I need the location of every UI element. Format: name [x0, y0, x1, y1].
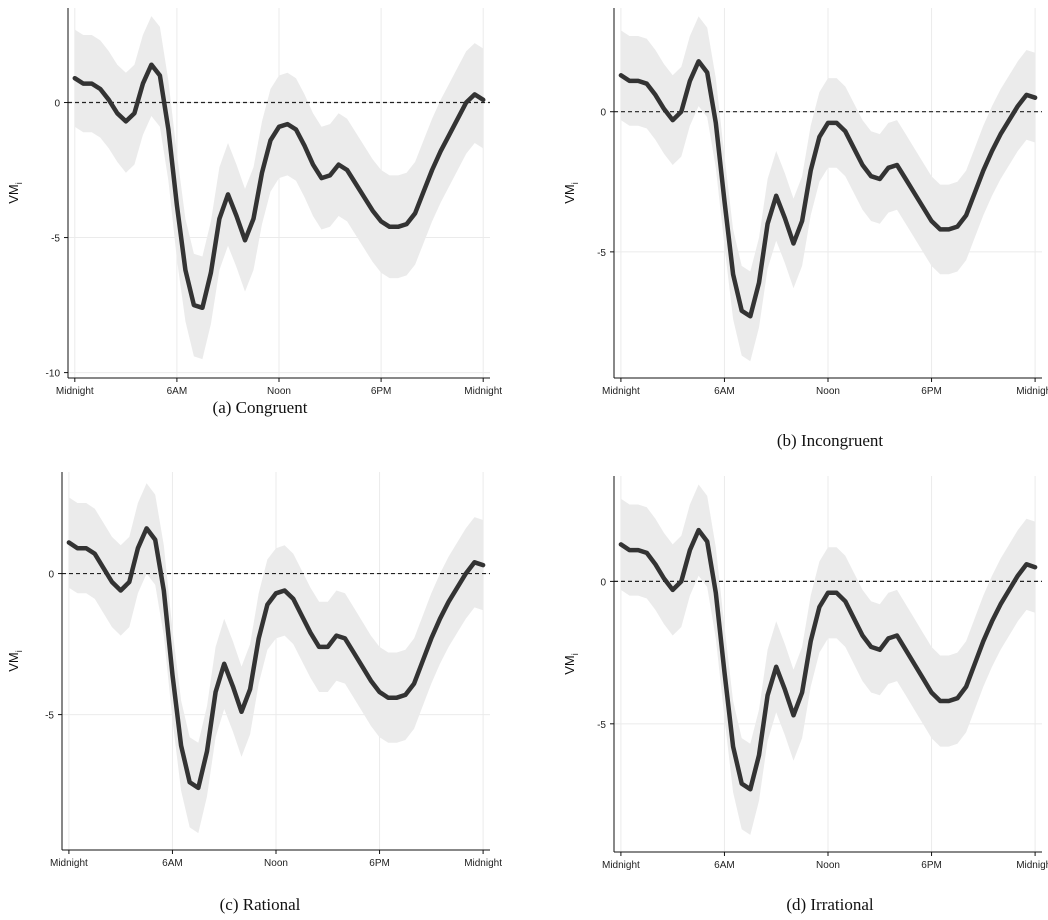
y-axis-label-main: VM — [6, 652, 21, 672]
panel-caption: (a) Congruent — [213, 398, 308, 417]
x-tick-label: Midnight — [50, 858, 88, 869]
y-axis-label-subscript: i — [14, 650, 24, 652]
series-line — [618, 527, 1038, 792]
x-tick-label: 6AM — [714, 386, 735, 397]
confidence-band — [68, 483, 484, 834]
y-tick-label: 0 — [48, 570, 54, 581]
x-tick-label: 6PM — [371, 386, 392, 397]
y-axis-label-main: VM — [562, 184, 577, 204]
x-tick-label: Midnight — [56, 386, 94, 397]
series-line — [72, 62, 486, 311]
x-tick-label: Midnight — [602, 386, 640, 397]
y-axis-label: VMi — [562, 653, 580, 675]
x-tick-label: Noon — [267, 386, 291, 397]
y-tick-label: 0 — [600, 108, 606, 119]
panel-incongruent: Midnight 6AM Noon 6PM Midnight 0 -5 VMi (b) Inco… — [562, 8, 1048, 450]
y-tick-label: -5 — [51, 234, 60, 245]
y-axis-label-subscript: i — [570, 182, 580, 184]
x-tick-label: 6PM — [921, 386, 942, 397]
series-line — [66, 526, 486, 791]
x-tick-label: 6PM — [369, 858, 390, 869]
y-tick-label: -5 — [597, 248, 606, 259]
x-tick-label: Midnight — [1016, 860, 1048, 871]
y-axis-label-main: VM — [6, 184, 21, 204]
confidence-band — [620, 484, 1036, 835]
x-tick-label: Noon — [264, 858, 288, 869]
y-axis-label-subscript: i — [570, 653, 580, 655]
confidence-band — [620, 16, 1036, 362]
x-tick-label: Midnight — [464, 386, 502, 397]
x-tick-label: Noon — [816, 860, 840, 871]
panel-caption: (c) Rational — [220, 895, 301, 914]
panel-caption: (d) Irrational — [786, 895, 874, 914]
panel-caption: (b) Incongruent — [777, 431, 883, 450]
y-axis-label-subscript: i — [14, 182, 24, 184]
y-tick-label: 0 — [54, 99, 60, 110]
x-tick-label: 6AM — [167, 386, 188, 397]
y-tick-label: -10 — [46, 369, 61, 380]
y-axis-label-main: VM — [562, 655, 577, 675]
confidence-band — [74, 16, 484, 360]
y-tick-label: 0 — [600, 577, 606, 588]
x-tick-label: Midnight — [602, 860, 640, 871]
panel-congruent: Midnight 6AM Noon 6PM Midnight 0 -5 -10 VMi (a) C… — [6, 8, 502, 417]
x-tick-label: 6AM — [162, 858, 183, 869]
x-tick-label: Noon — [816, 386, 840, 397]
panel-rational: Midnight 6AM Noon 6PM Midnight 0 -5 VMi (c) Rati… — [6, 472, 502, 914]
y-axis-label: VMi — [6, 182, 24, 204]
y-tick-label: -5 — [45, 711, 54, 722]
y-tick-label: -5 — [597, 720, 606, 731]
y-axis-label: VMi — [6, 650, 24, 672]
x-tick-label: 6AM — [714, 860, 735, 871]
panel-irrational: Midnight 6AM Noon 6PM Midnight 0 -5 VMi (d) Irra… — [562, 476, 1048, 914]
x-tick-label: Midnight — [1016, 386, 1048, 397]
series-line — [618, 59, 1038, 319]
x-tick-label: 6PM — [921, 860, 942, 871]
x-tick-label: Midnight — [464, 858, 502, 869]
y-axis-label: VMi — [562, 182, 580, 204]
